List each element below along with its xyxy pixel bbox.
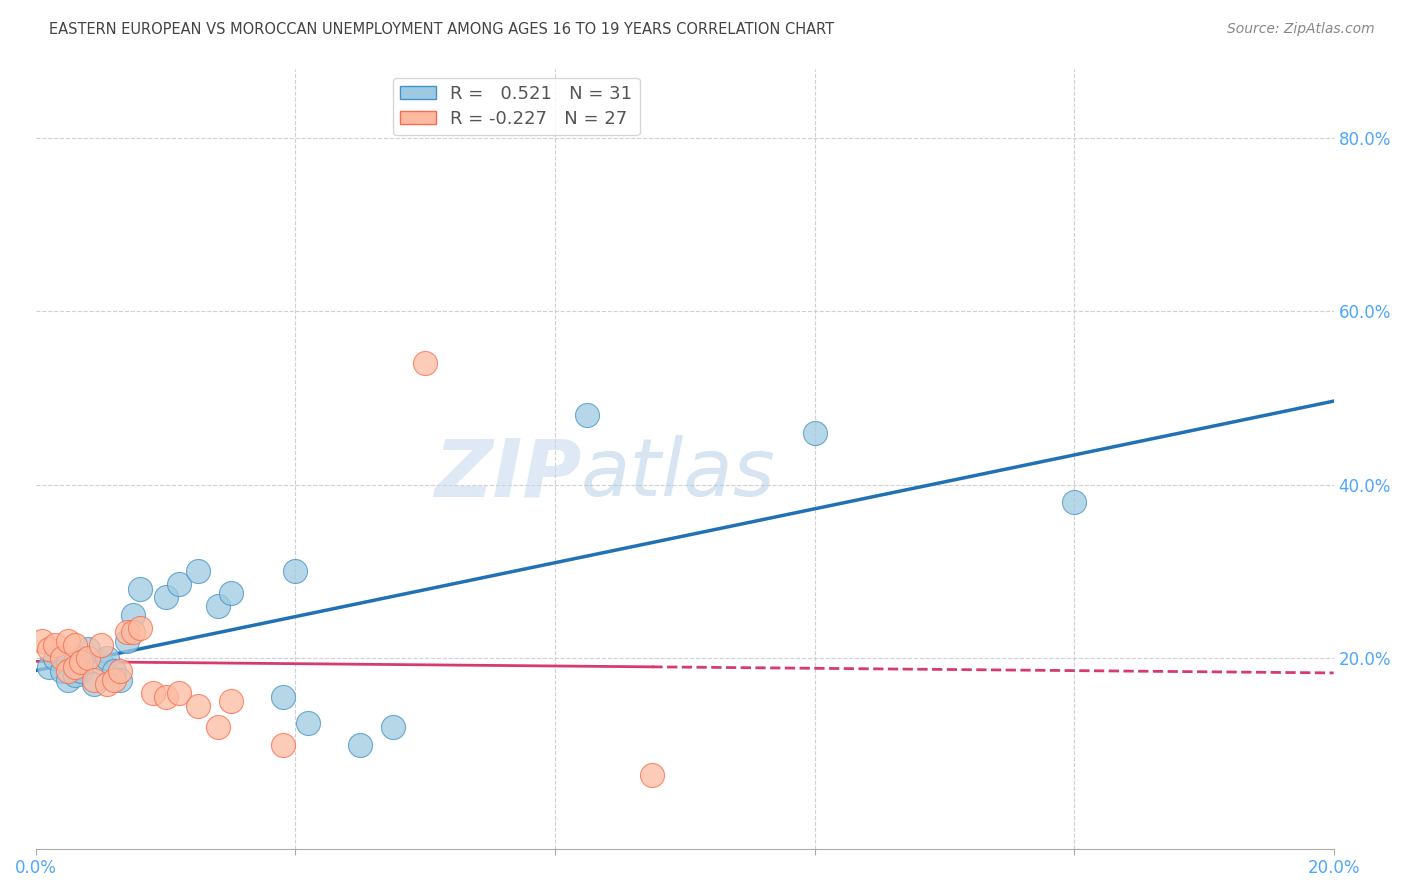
Eastern Europeans	[381, 720, 404, 734]
Eastern Europeans	[155, 591, 177, 605]
Eastern Europeans	[187, 564, 209, 578]
Moroccans	[63, 638, 86, 652]
Eastern Europeans	[96, 651, 118, 665]
Moroccans	[58, 664, 80, 678]
Eastern Europeans	[1063, 495, 1085, 509]
Moroccans	[110, 664, 132, 678]
Moroccans	[70, 655, 93, 669]
Moroccans	[51, 651, 73, 665]
Eastern Europeans	[76, 642, 98, 657]
Eastern Europeans	[167, 577, 190, 591]
Eastern Europeans	[70, 664, 93, 678]
Moroccans	[271, 738, 294, 752]
Eastern Europeans	[576, 408, 599, 422]
Eastern Europeans	[70, 651, 93, 665]
Moroccans	[187, 698, 209, 713]
Moroccans	[103, 673, 125, 687]
Moroccans	[641, 768, 664, 782]
Moroccans	[167, 685, 190, 699]
Eastern Europeans	[110, 673, 132, 687]
Moroccans	[96, 677, 118, 691]
Eastern Europeans	[271, 690, 294, 704]
Moroccans	[219, 694, 242, 708]
Eastern Europeans	[38, 659, 60, 673]
Eastern Europeans	[349, 738, 371, 752]
Eastern Europeans	[44, 651, 66, 665]
Moroccans	[122, 624, 145, 639]
Eastern Europeans	[115, 633, 138, 648]
Eastern Europeans	[297, 715, 319, 730]
Moroccans	[207, 720, 229, 734]
Moroccans	[142, 685, 165, 699]
Moroccans	[44, 638, 66, 652]
Eastern Europeans	[219, 586, 242, 600]
Eastern Europeans	[90, 655, 112, 669]
Eastern Europeans	[207, 599, 229, 613]
Eastern Europeans	[103, 664, 125, 678]
Moroccans	[115, 624, 138, 639]
Moroccans	[76, 651, 98, 665]
Moroccans	[413, 356, 436, 370]
Moroccans	[155, 690, 177, 704]
Moroccans	[63, 659, 86, 673]
Eastern Europeans	[122, 607, 145, 622]
Text: EASTERN EUROPEAN VS MOROCCAN UNEMPLOYMENT AMONG AGES 16 TO 19 YEARS CORRELATION : EASTERN EUROPEAN VS MOROCCAN UNEMPLOYMEN…	[49, 22, 834, 37]
Moroccans	[31, 633, 53, 648]
Moroccans	[38, 642, 60, 657]
Eastern Europeans	[51, 664, 73, 678]
Text: atlas: atlas	[581, 435, 776, 513]
Text: Source: ZipAtlas.com: Source: ZipAtlas.com	[1227, 22, 1375, 37]
Eastern Europeans	[284, 564, 307, 578]
Moroccans	[58, 633, 80, 648]
Eastern Europeans	[83, 677, 105, 691]
Eastern Europeans	[63, 655, 86, 669]
Moroccans	[128, 621, 150, 635]
Eastern Europeans	[803, 425, 825, 440]
Moroccans	[83, 673, 105, 687]
Text: ZIP: ZIP	[433, 435, 581, 513]
Legend: R =   0.521   N = 31, R = -0.227   N = 27: R = 0.521 N = 31, R = -0.227 N = 27	[392, 78, 640, 136]
Eastern Europeans	[58, 655, 80, 669]
Eastern Europeans	[63, 668, 86, 682]
Eastern Europeans	[128, 582, 150, 596]
Eastern Europeans	[58, 673, 80, 687]
Moroccans	[90, 638, 112, 652]
